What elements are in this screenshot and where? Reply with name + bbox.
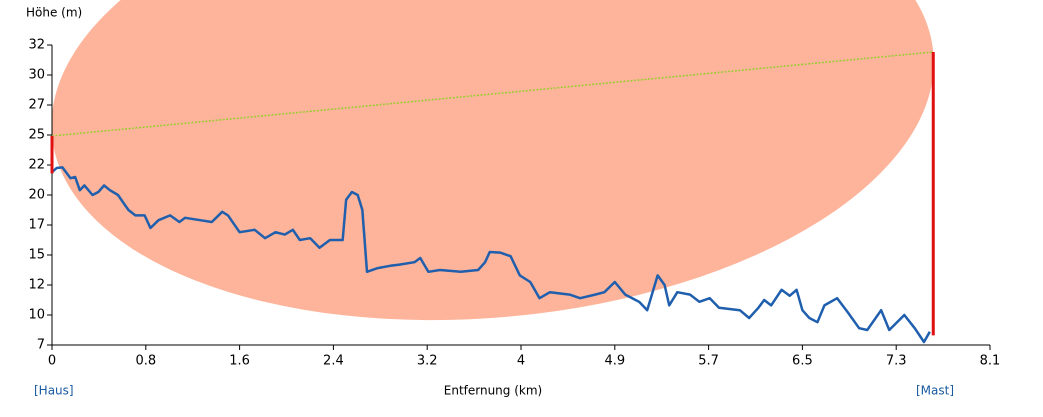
x-tick-label: 0.8	[135, 354, 156, 369]
x-tick-label: 2.4	[323, 354, 344, 369]
x-tick-label: 4.9	[604, 354, 625, 369]
line-of-sight	[51, 51, 934, 137]
y-tick-label: 15	[28, 248, 45, 263]
x-tick-label: 5.7	[698, 354, 719, 369]
y-tick-label: 32	[28, 38, 45, 53]
y-tick-label: 22	[28, 158, 45, 173]
y-tick-label: 30	[28, 68, 45, 83]
terrain-line	[51, 166, 931, 344]
fresnel-zone	[51, 0, 934, 321]
x-tick-label: 3.2	[417, 354, 438, 369]
x-tick-label: 6.5	[792, 354, 813, 369]
x-tick-label: 8.1	[980, 354, 1001, 369]
x-tick-label: 4	[517, 354, 525, 369]
start-link[interactable]: [Haus]	[34, 384, 74, 398]
y-tick-label: 17	[28, 218, 45, 233]
background-layer	[51, 0, 934, 321]
x-axis-label: Entfernung (km)	[444, 384, 542, 398]
y-tick-label: 12	[28, 278, 45, 293]
x-tick-label: 0	[48, 354, 56, 369]
y-tick-label: 7	[37, 338, 45, 353]
x-tick-label: 7.3	[886, 354, 907, 369]
y-tick-label: 20	[28, 188, 45, 203]
y-axis-label: Höhe (m)	[26, 6, 82, 20]
x-tick-label: 1.6	[229, 354, 250, 369]
y-tick-label: 10	[28, 308, 45, 323]
end-link[interactable]: [Mast]	[916, 384, 954, 398]
y-tick-label: 25	[28, 128, 45, 143]
y-tick-label: 27	[28, 98, 45, 113]
